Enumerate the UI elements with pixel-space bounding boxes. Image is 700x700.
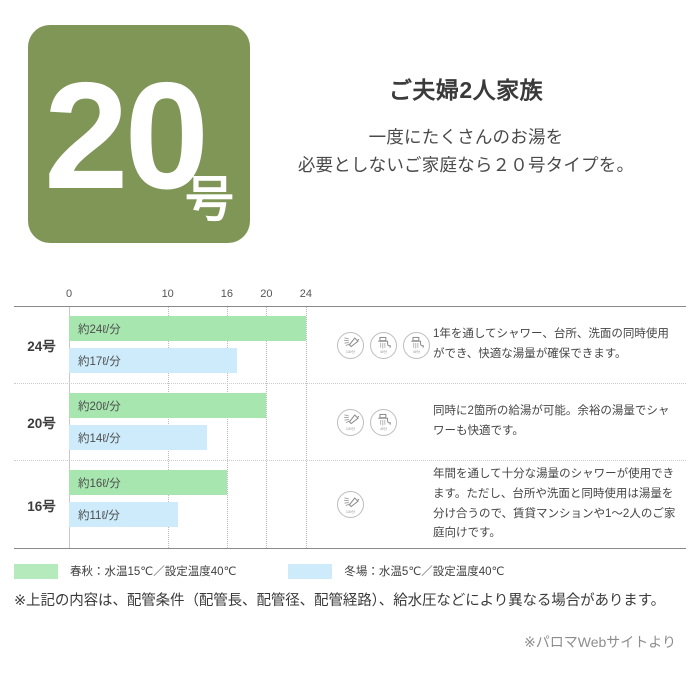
icon-flow-rate: 4ℓ/分 [412, 350, 421, 354]
axis-tick-16: 16 [220, 288, 234, 300]
bar-warm: 約20ℓ/分 [69, 393, 332, 418]
legend-swatch [288, 563, 333, 579]
legend-label: 冬場：水温5℃／設定温度40℃ [344, 566, 505, 578]
bars-cell: 約20ℓ/分 約14ℓ/分 [69, 384, 332, 460]
bar-value-label: 約11ℓ/分 [69, 502, 178, 527]
bar-cold: 約11ℓ/分 [69, 502, 332, 527]
faucet-icon: 4ℓ/分 [370, 408, 397, 436]
table-row: 16号 約16ℓ/分 約11ℓ/分 10ℓ/分 年間を通して十分な湯量のシャワーが使用で… [14, 461, 686, 548]
bar-value-label: 約20ℓ/分 [69, 393, 267, 418]
bar-value-label: 約24ℓ/分 [69, 316, 306, 341]
icon-flow-rate: 10ℓ/分 [345, 509, 356, 514]
bar-value-label: 約16ℓ/分 [69, 470, 227, 495]
row-description: 年間を通して十分な湯量のシャワーが使用できます。ただし、台所や洗面と同時使用は湯… [433, 468, 676, 540]
icons-cell: 10ℓ/分 4ℓ/分 [332, 384, 427, 460]
bar-value-label: 約17ℓ/分 [69, 348, 237, 373]
chart-legend: 春秋：水温15℃／設定温度40℃ 冬場：水温5℃／設定温度40℃ [14, 563, 556, 579]
legend-item-warm: 春秋：水温15℃／設定温度40℃ [14, 563, 236, 579]
axis-top-rule [14, 306, 686, 307]
icon-flow-rate: 10ℓ/分 [345, 427, 356, 431]
hero-subtitle-line-2: 必要としないご家庭なら２０号タイプを。 [297, 155, 635, 175]
bars-cell: 約16ℓ/分 約11ℓ/分 [69, 461, 332, 548]
shower-icon: 10ℓ/分 [337, 491, 364, 519]
legend-label: 春秋：水温15℃／設定温度40℃ [70, 566, 237, 578]
axis-tick-0: 0 [65, 288, 73, 300]
bar-cold: 約17ℓ/分 [69, 348, 332, 373]
chart-x-axis: 0 10 16 20 24 [14, 288, 686, 306]
row-label-24号: 24号 [27, 339, 56, 354]
axis-tick-20: 20 [260, 288, 273, 300]
table-row: 20号 約20ℓ/分 約14ℓ/分 10ℓ/分 4ℓ/分 同時に2箇所の給湯が可能。余裕の… [14, 384, 686, 461]
bar-warm: 約16ℓ/分 [69, 470, 332, 495]
shower-icon: 10ℓ/分 [337, 408, 364, 436]
bars-cell: 約24ℓ/分 約17ℓ/分 [69, 307, 332, 383]
icon-flow-rate: 4ℓ/分 [379, 427, 388, 431]
axis-bottom-rule [14, 548, 686, 550]
row-label-20号: 20号 [27, 416, 56, 431]
badge-unit-label: 号 [184, 173, 234, 227]
bar-value-label: 約14ℓ/分 [69, 425, 208, 450]
hero-subtitle: 一度にたくさんのお湯を 必要としないご家庭なら２０号タイプを。 [250, 123, 682, 180]
capacity-badge: 20 号 [28, 25, 250, 243]
faucet-icon: 4ℓ/分 [403, 331, 430, 359]
page-title: ご夫婦2人家族 [388, 76, 544, 103]
hero-subtitle-line-1: 一度にたくさんのお湯を [368, 126, 564, 147]
chart-rows-host: 24号 約24ℓ/分 約17ℓ/分 10ℓ/分 4ℓ/分 4ℓ/分 1年を通してシャワー、台… [14, 307, 686, 548]
hero-text-block: ご夫婦2人家族 一度にたくさんのお湯を 必要としないご家庭なら２０号タイプを。 [250, 71, 700, 198]
icon-flow-rate: 4ℓ/分 [379, 350, 388, 354]
shower-icon: 10ℓ/分 [337, 331, 364, 359]
capacity-comparison-chart: 0 10 16 20 24 24号 約24ℓ/分 約17ℓ/分 10ℓ/分 4ℓ/分 4ℓ/分 1年… [14, 288, 686, 550]
faucet-icon: 4ℓ/分 [370, 331, 397, 359]
row-description: 1年を通してシャワー、台所、洗面の同時使用ができ、快適な湯量が確保できます。 [433, 328, 669, 360]
hero-section: 20 号 ご夫婦2人家族 一度にたくさんのお湯を 必要としないご家庭なら２０号タ… [0, 0, 700, 268]
bar-warm: 約24ℓ/分 [69, 316, 332, 341]
chart-rows: 24号 約24ℓ/分 約17ℓ/分 10ℓ/分 4ℓ/分 4ℓ/分 1年を通してシャワー、台… [14, 307, 686, 549]
icons-cell: 10ℓ/分 [332, 461, 427, 548]
icons-cell: 10ℓ/分 4ℓ/分 4ℓ/分 [332, 307, 430, 383]
badge-number: 20 [44, 51, 209, 221]
axis-tick-10: 10 [161, 288, 174, 300]
axis-tick-24: 24 [299, 288, 312, 300]
legend-item-cold: 冬場：水温5℃／設定温度40℃ [288, 563, 504, 579]
bar-cold: 約14ℓ/分 [69, 425, 332, 450]
disclaimer-note: ※上記の内容は、配管条件（配管長、配管径、配管経路）、給水圧などにより異なる場合… [14, 593, 666, 609]
row-description: 同時に2箇所の給湯が可能。余裕の湯量でシャワーも快適です。 [433, 405, 670, 437]
row-label-16号: 16号 [27, 498, 56, 514]
legend-swatch [14, 563, 58, 579]
source-note: ※パロマWebサイトより [524, 634, 676, 650]
table-row: 24号 約24ℓ/分 約17ℓ/分 10ℓ/分 4ℓ/分 4ℓ/分 1年を通してシャワー、台… [14, 307, 686, 384]
icon-flow-rate: 10ℓ/分 [345, 350, 356, 354]
